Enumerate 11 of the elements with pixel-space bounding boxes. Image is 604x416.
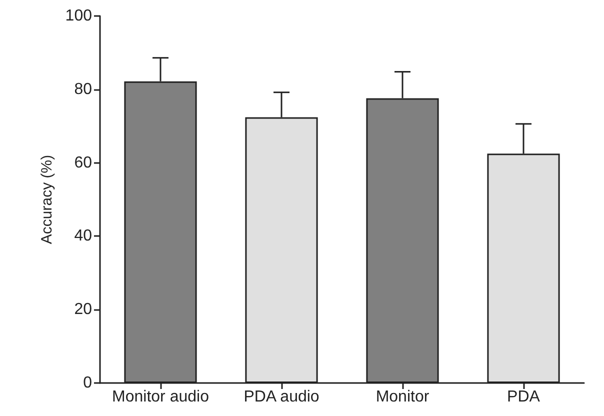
y-axis-title: Accuracy (%) [38, 154, 56, 244]
x-tick-label: Monitor [376, 388, 430, 406]
x-tick-label: Monitor audio [112, 388, 210, 406]
x-tick-label: PDA audio [244, 388, 320, 406]
x-tick-label: PDA [507, 388, 540, 406]
y-tick-label: 0 [83, 374, 92, 392]
y-tick-label: 20 [74, 301, 92, 318]
y-tick-label: 60 [74, 154, 92, 172]
y-tick-label: 40 [74, 228, 92, 245]
y-tick-label: 80 [74, 80, 92, 98]
y-tick-label: 100 [65, 8, 92, 24]
